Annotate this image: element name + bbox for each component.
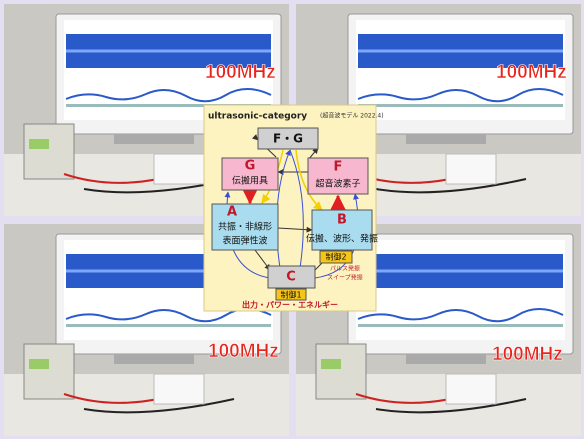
diagram-title: ultrasonic-category (208, 112, 307, 122)
node-text: 表面弾性波 (222, 235, 267, 247)
control-text: 出力・パワー・エネルギー (242, 300, 338, 310)
frequency-label: 100MHz (205, 62, 276, 83)
node-text: 超音波素子 (315, 178, 360, 190)
control-label: 制御1 (280, 290, 301, 300)
frequency-label: 100MHz (492, 344, 563, 365)
node-text: 伝搬、波形、発振 (306, 233, 378, 245)
node-text: 共振・非線形 (218, 221, 272, 233)
node-text: 伝搬用具 (232, 175, 268, 187)
control-text: スイープ発振 (327, 274, 363, 282)
frequency-label: 100MHz (208, 341, 279, 362)
node-label: C (286, 270, 296, 285)
control-text: パルス発振 (330, 265, 360, 273)
frequency-label: 100MHz (496, 62, 567, 83)
node-label: F・G (273, 132, 303, 146)
control-label: 制御2 (325, 252, 346, 262)
node-label: B (337, 213, 347, 228)
diagram: ultrasonic-category (超音波モデル 2022.4) F・G … (203, 104, 384, 312)
diagram-note: (超音波モデル 2022.4) (320, 112, 384, 120)
node-label: A (227, 205, 237, 220)
node-label: F (334, 160, 343, 175)
node-label: G (245, 159, 256, 174)
